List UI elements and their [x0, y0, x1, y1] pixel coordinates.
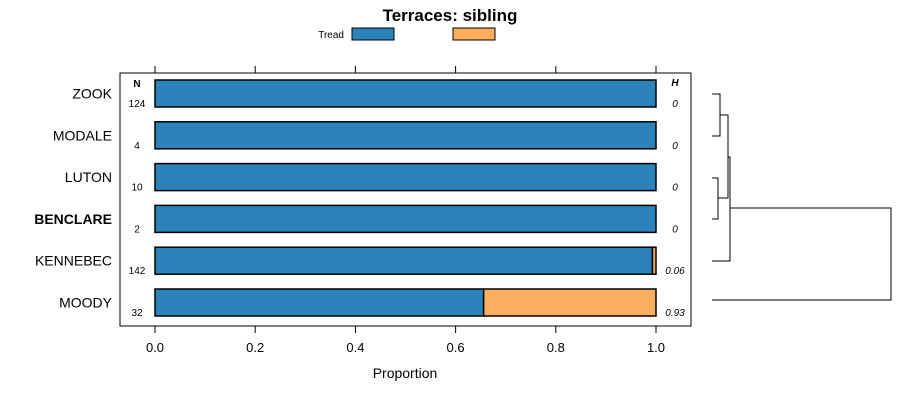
category-label: BENCLARE	[34, 211, 112, 227]
bar-row: LUTON 10 0	[65, 162, 678, 194]
n-column-header: N	[133, 79, 140, 90]
legend-swatch-riser	[452, 27, 496, 41]
bar-segment-tread	[154, 204, 657, 234]
dendrogram-kennebec-link	[712, 156, 731, 262]
legend-swatch-tread	[351, 27, 395, 41]
x-tick-label: 0.4	[346, 340, 364, 355]
bar-row: BENCLARE 2 0	[34, 204, 678, 235]
x-axis-label: Proportion	[373, 365, 438, 381]
chart-title: Terraces: sibling	[383, 6, 518, 25]
bar-segment-tread	[154, 288, 485, 317]
h-value: 0.93	[665, 308, 685, 319]
bar-segment-tread	[154, 121, 657, 150]
n-value: 4	[134, 141, 140, 152]
dendrogram-luton-benclare-link	[712, 177, 719, 220]
n-value: 142	[129, 266, 146, 277]
dendrogram	[712, 93, 892, 301]
h-value: 0.06	[665, 266, 685, 277]
category-label: MODALE	[53, 127, 112, 143]
n-value: 124	[129, 99, 146, 110]
bar-rows: ZOOK 124 0 MODALE 4 0 LUTON 10 0 BENCLARE 2 0 KENNEB…	[34, 79, 685, 319]
bar-segment-tread	[154, 79, 657, 108]
x-tick-label: 1.0	[647, 340, 665, 355]
bar-segment-tread	[154, 246, 654, 275]
x-axis: 0.0 0.2 0.4 0.6 0.8 1.0	[146, 66, 665, 355]
bar-segment-tread	[154, 162, 657, 192]
n-value: 2	[134, 224, 140, 235]
category-label: KENNEBEC	[35, 253, 112, 269]
h-value: 0	[672, 224, 678, 235]
x-tick-label: 0.2	[246, 340, 264, 355]
h-value: 0	[672, 141, 678, 152]
bar-row: KENNEBEC 142 0.06	[35, 246, 685, 277]
dendrogram-zook-modale-link	[712, 93, 721, 137]
plot-frame	[119, 72, 692, 327]
n-value: 10	[131, 183, 143, 194]
category-label: LUTON	[65, 169, 112, 185]
bar-row: MODALE 4 0	[53, 121, 678, 152]
bar-row: MOODY 32 0.93	[59, 288, 685, 319]
bar-segment-riser	[651, 246, 657, 275]
n-value: 32	[131, 308, 143, 319]
h-value: 0	[672, 183, 678, 194]
h-column-header: H	[671, 78, 679, 89]
dendrogram-root-link	[712, 207, 892, 301]
category-label: MOODY	[59, 295, 113, 311]
category-label: ZOOK	[72, 86, 112, 102]
legend: TreadRiser	[318, 27, 496, 41]
x-tick-label: 0.6	[447, 340, 465, 355]
bar-segment-riser	[482, 288, 657, 317]
x-tick-label: 0.8	[547, 340, 565, 355]
x-tick-label: 0.0	[146, 340, 164, 355]
bar-row: ZOOK 124 0	[72, 79, 678, 110]
legend-label-tread: Tread	[318, 30, 344, 41]
h-value: 0	[672, 99, 678, 110]
